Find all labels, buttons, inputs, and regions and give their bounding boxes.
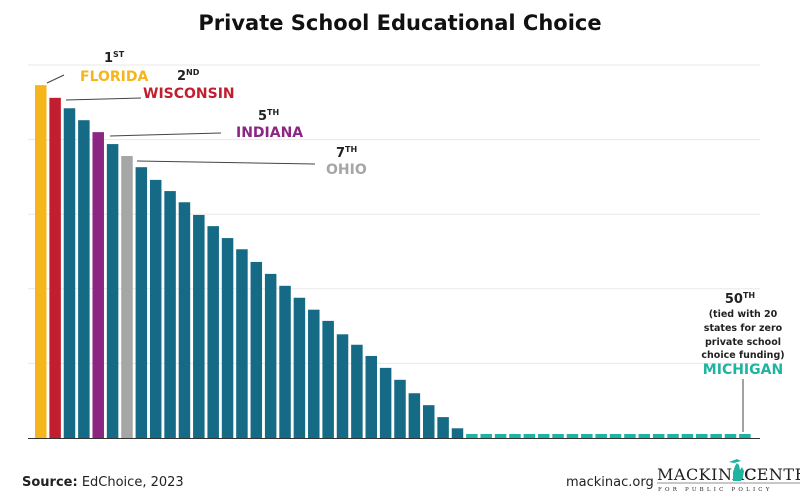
ohio-rank: 7TH: [336, 145, 357, 161]
bar-11: [178, 202, 191, 438]
leader-ohio: [136, 160, 316, 165]
bar-7-ohio: [121, 156, 133, 438]
bar-44: [652, 434, 665, 438]
bar-36: [537, 434, 550, 438]
bar-6: [106, 144, 119, 439]
logo-text-right: CENTER: [744, 465, 800, 484]
bar-4: [78, 120, 90, 438]
bar-25: [379, 367, 392, 438]
bar-14: [221, 238, 234, 438]
chart-title: Private School Educational Choice: [198, 11, 601, 35]
bar-17: [264, 273, 277, 438]
michigan-rank: 50TH: [725, 291, 755, 307]
bar-48: [710, 434, 722, 438]
bar-16: [250, 261, 263, 438]
bar-30: [451, 428, 464, 438]
bar-22: [336, 334, 349, 438]
bar-13: [207, 226, 219, 438]
bar-26: [394, 379, 406, 438]
bar-39: [581, 434, 593, 438]
bar-12: [193, 214, 205, 438]
bar-23: [351, 344, 363, 438]
bar-10: [164, 191, 176, 438]
bar-32: [480, 434, 492, 438]
florida-rank: 1ST: [104, 50, 125, 66]
bar-34: [509, 434, 521, 438]
bar-24: [365, 355, 378, 438]
bar-41: [609, 434, 622, 438]
bar-5-indiana: [92, 132, 104, 438]
bar-8: [135, 167, 148, 438]
bar-40: [595, 434, 607, 438]
leader-lines: [46, 74, 744, 432]
bar-50-michigan: [739, 434, 751, 438]
florida-label: FLORIDA: [80, 69, 148, 85]
website-link[interactable]: mackinac.org: [566, 475, 654, 490]
bar-47: [696, 434, 708, 438]
leader-wisconsin: [65, 97, 142, 101]
indiana-rank: 5TH: [258, 108, 279, 124]
wisconsin-label: WISCONSIN: [143, 86, 235, 102]
ohio-label: OHIO: [326, 162, 367, 178]
bar-33: [494, 434, 507, 438]
bar-21: [322, 320, 334, 438]
michigan-shape-icon: [729, 459, 744, 481]
michigan-label: MICHIGAN: [703, 362, 783, 378]
bar-37: [552, 434, 564, 438]
source-note: Source: EdChoice, 2023: [22, 475, 184, 490]
bar-1-florida: [35, 85, 47, 438]
bar-2-wisconsin: [49, 97, 61, 438]
leader-indiana: [109, 132, 222, 137]
michigan-note-line: states for zero: [704, 323, 783, 334]
leader-florida: [46, 74, 65, 84]
bar-27: [408, 393, 421, 438]
bar-45: [667, 434, 679, 438]
bar-18: [279, 285, 291, 438]
bar-35: [523, 434, 536, 438]
michigan-note-line: private school: [705, 337, 781, 348]
bars: [35, 85, 751, 439]
wisconsin-rank: 2ND: [177, 68, 200, 84]
bar-20: [308, 309, 320, 438]
bar-3: [63, 108, 76, 438]
bar-38: [566, 434, 579, 438]
bar-28: [422, 405, 435, 438]
bar-15: [236, 249, 248, 438]
logo-text-left: MACKINAC: [657, 465, 757, 484]
bar-19: [293, 297, 306, 438]
michigan-note-line: choice funding): [701, 350, 784, 361]
mackinac-logo: MACKINAC CENTER FOR PUBLIC POLICY: [657, 459, 800, 493]
michigan-note-line: (tied with 20: [709, 309, 778, 320]
bar-31: [466, 434, 478, 438]
bar-42: [624, 434, 636, 438]
bar-49: [724, 434, 737, 438]
bar-9: [149, 179, 162, 438]
bar-29: [437, 417, 449, 438]
bar-46: [681, 434, 694, 438]
logo-subtitle: FOR PUBLIC POLICY: [658, 487, 773, 493]
bar-43: [638, 434, 651, 438]
indiana-label: INDIANA: [236, 125, 303, 141]
